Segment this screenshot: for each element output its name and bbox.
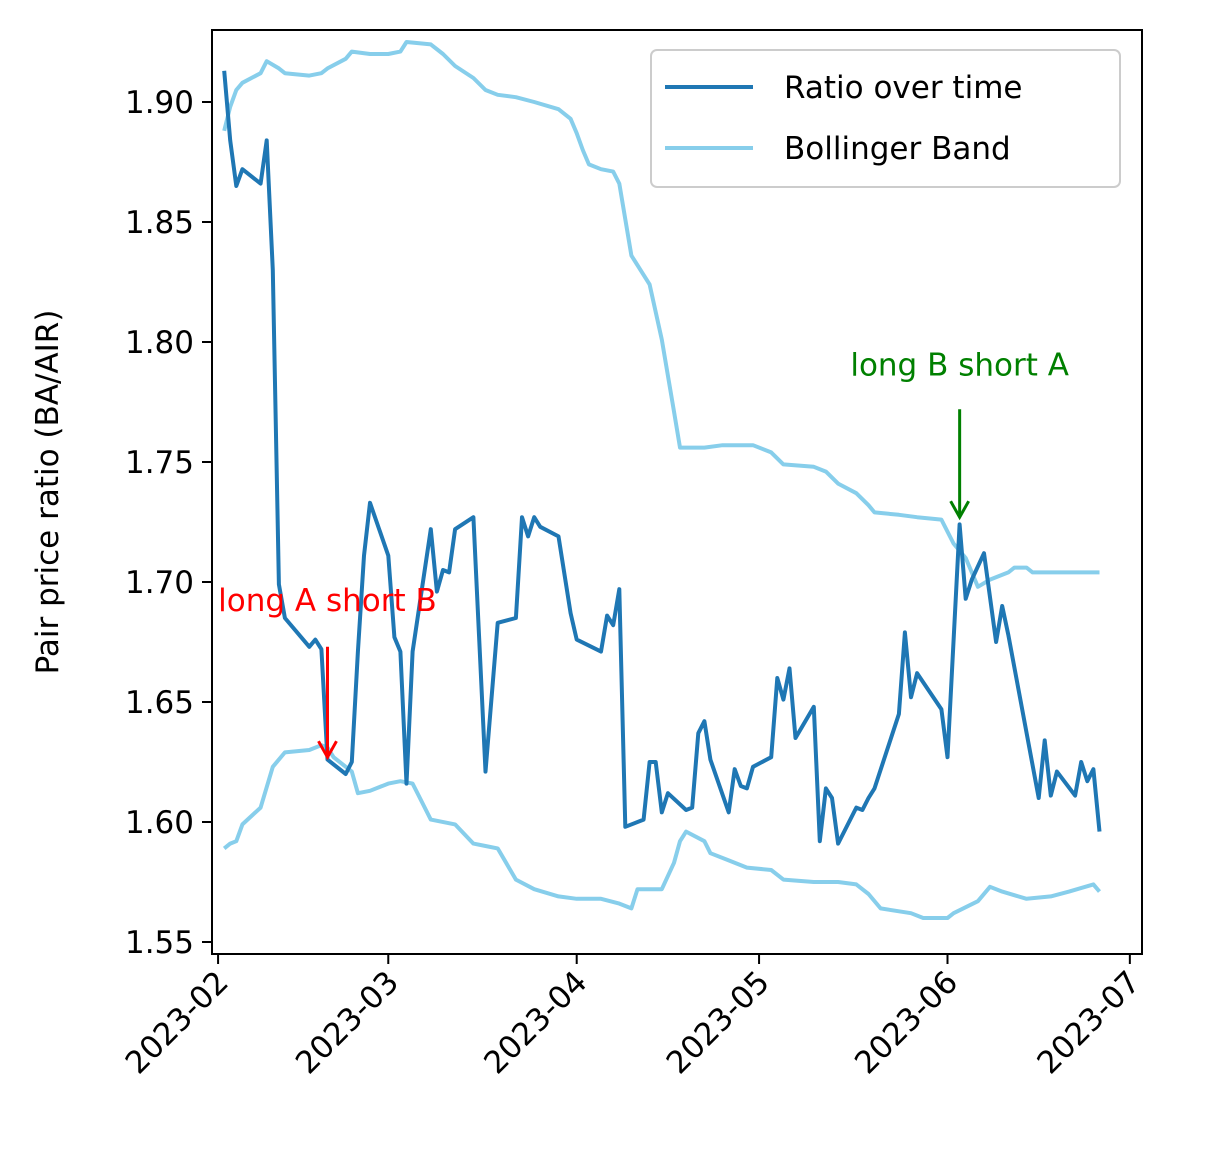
annotation-layer: long A short B long B short A [218, 348, 1069, 761]
annotation-long-a-short-b-text: long A short B [218, 583, 437, 619]
legend: Ratio over time Bollinger Band [650, 49, 1121, 188]
y-tick-label: 1.90 [125, 85, 194, 121]
plot-frame [211, 29, 1143, 955]
y-axis-label: Pair price ratio (BA/AIR) [30, 310, 66, 675]
annotation-long-b-short-a-arrowhead [949, 500, 970, 521]
series-ratio-line [222, 70, 1102, 846]
annotation-long-a-short-b-arrowhead [317, 740, 338, 761]
annotation-long-b-short-a-text: long B short A [850, 348, 1069, 384]
y-tick-label: 1.70 [125, 565, 194, 601]
y-tick-label: 1.75 [125, 445, 194, 481]
y-axis: 1.55 1.60 1.65 1.70 1.75 1.80 1.85 1.90 [125, 85, 212, 961]
legend-label-bollinger: Bollinger Band [784, 131, 1011, 167]
y-tick-label: 1.55 [125, 925, 194, 961]
legend-box [650, 49, 1121, 188]
y-tick-label: 1.65 [125, 685, 194, 721]
y-tick-label: 1.80 [125, 325, 194, 361]
y-tick-label: 1.85 [125, 205, 194, 241]
y-tick-label: 1.60 [125, 805, 194, 841]
series-bollinger-upper-line [222, 40, 1100, 589]
legend-label-ratio: Ratio over time [784, 70, 1022, 106]
